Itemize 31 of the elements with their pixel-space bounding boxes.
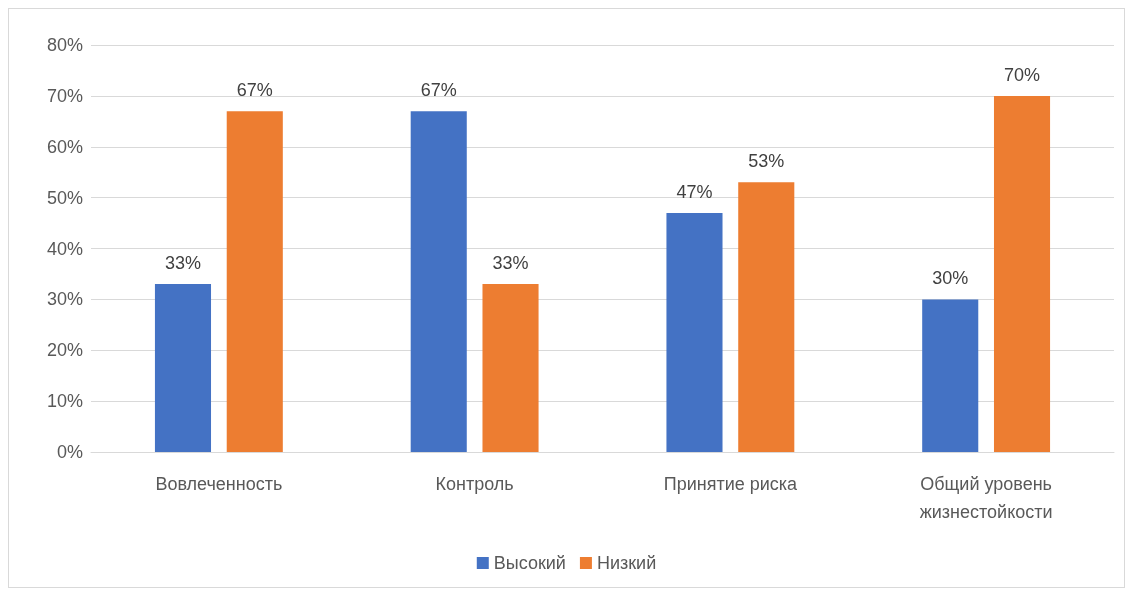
x-tick-label: Общий уровень жизнестойкости xyxy=(919,474,1053,522)
y-tick-label: 80% xyxy=(46,35,83,55)
y-tick-label: 70% xyxy=(46,85,83,106)
y-tick-label: 30% xyxy=(46,289,83,310)
legend-label: Низкий xyxy=(596,553,657,573)
bar xyxy=(738,182,795,452)
y-tick-label: 40% xyxy=(46,238,83,259)
x-tick-label: Принятие риска xyxy=(663,474,799,494)
data-label: 53% xyxy=(748,151,785,172)
bar xyxy=(410,111,467,452)
bar xyxy=(666,212,723,452)
y-tick-label: 50% xyxy=(46,187,83,208)
bar xyxy=(226,111,283,452)
bar xyxy=(993,95,1051,452)
x-tick-label: Вовлеченность xyxy=(155,474,283,494)
data-label: 33% xyxy=(492,253,529,274)
legend-label: Высокий xyxy=(493,553,566,573)
x-tick-label: Контроль xyxy=(435,474,514,494)
data-label: 33% xyxy=(164,253,201,274)
y-tick-label: 10% xyxy=(46,391,83,412)
data-label: 70% xyxy=(1004,64,1041,85)
y-tick-label: 0% xyxy=(56,442,83,462)
bar xyxy=(922,299,979,452)
y-tick-label: 60% xyxy=(46,136,83,157)
bar xyxy=(482,284,539,452)
y-tick-label: 20% xyxy=(46,340,83,361)
data-label: 47% xyxy=(676,181,713,202)
data-label: 30% xyxy=(932,268,969,289)
data-label: 67% xyxy=(420,80,457,101)
bar xyxy=(154,284,212,452)
data-label: 67% xyxy=(236,80,273,101)
